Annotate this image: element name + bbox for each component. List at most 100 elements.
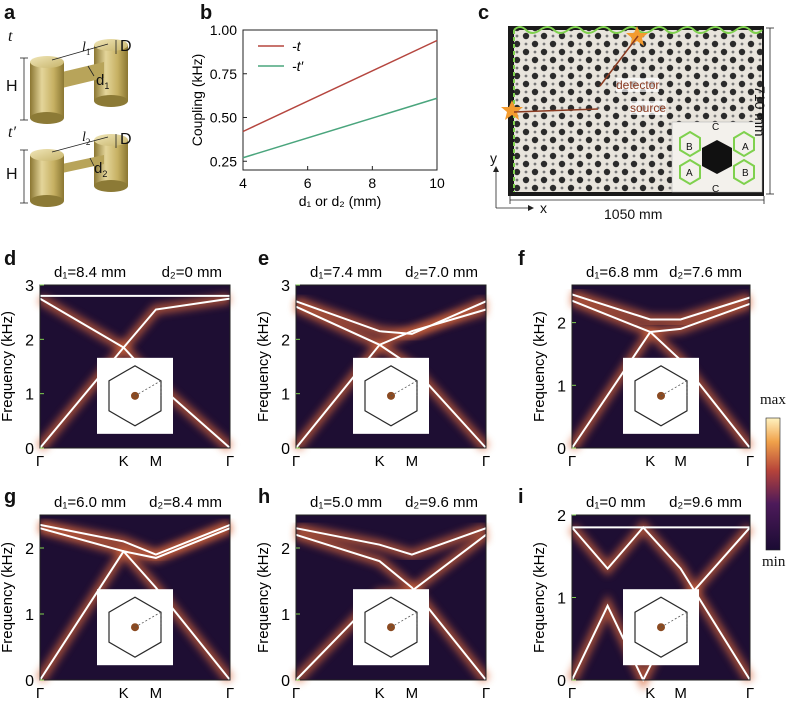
plot-frame	[295, 284, 487, 449]
x-tick-label: Γ	[36, 685, 44, 702]
panel-title-right: d₂=8.4 mm	[149, 494, 222, 511]
panel-label-b: b	[200, 2, 213, 24]
plot-frame	[39, 284, 231, 449]
brillouin-zone-inset	[623, 357, 699, 434]
coupled-cylinders-bottom	[30, 134, 128, 207]
panel-a-l1: l1	[82, 40, 91, 57]
y-tick-label: 0	[25, 441, 34, 458]
gamma-point	[387, 391, 395, 400]
band-line	[295, 534, 487, 681]
inset-label-b-left: B	[686, 142, 693, 153]
x-tick-label: K	[645, 685, 655, 702]
series-line	[242, 39, 438, 133]
intensity-glow	[294, 530, 490, 684]
panel-a-l2: l2	[82, 130, 91, 147]
gamma-point	[131, 623, 139, 632]
brillouin-zone-inset	[97, 589, 173, 666]
x-tick-label: Γ	[568, 453, 576, 470]
y-tick-label: 3	[25, 278, 34, 295]
panel-title-right: d₂=7.0 mm	[405, 264, 478, 281]
band-panel-g: 0 1 2 Γ K M Γ Frequency (kHz) d₁=6.0 mm d₂=8.4 mm	[0, 494, 234, 702]
band-line	[571, 293, 751, 321]
plot-frame	[571, 514, 751, 681]
x-tick-label: K	[119, 685, 129, 702]
x-tick-label: K	[375, 685, 385, 702]
panel-title-right: d₂=0 mm	[162, 264, 222, 281]
band-panel-e: 0 1 2 3 Γ K M Γ Frequency (kHz) d₁=7.4 mm d₂=7.0 m…	[255, 264, 490, 470]
band-panel-f: 0 1 2 Γ K M Γ Frequency (kHz) d₁=6.8 mm d₂=7.6 mm	[531, 264, 754, 470]
panel-a-H-top: H	[6, 78, 18, 96]
x-axis-label: d₁ or d₂ (mm)	[299, 193, 382, 209]
x-tick-label: Γ	[746, 453, 754, 470]
y-tick-label: 1	[281, 387, 290, 404]
colorbar-min-label: min	[762, 554, 786, 570]
x-tick-label: M	[150, 685, 163, 702]
y-tick-label: 2	[25, 541, 34, 558]
panel-label-c: c	[478, 2, 490, 24]
x-tick-label: Γ	[36, 453, 44, 470]
intensity-glow	[292, 530, 490, 684]
gamma-point	[131, 391, 139, 400]
legend-label: -t′	[292, 58, 305, 74]
gamma-point	[657, 391, 665, 400]
source-star-icon	[501, 100, 523, 120]
panel-label-e: e	[258, 248, 270, 270]
detector-label: detector	[616, 78, 660, 92]
y-tick-label: 2	[281, 541, 290, 558]
panel-title-left: d₁=6.0 mm	[54, 494, 126, 511]
band-line	[571, 525, 751, 681]
band-line	[571, 299, 751, 449]
colorbar	[765, 417, 781, 551]
inset-label-b-right: B	[742, 168, 749, 179]
source-label: source	[630, 101, 667, 115]
band-panel-i: 0 1 2 Γ K M Γ Frequency (kHz) d₁=0 mm d₂=9.6 mm	[531, 494, 755, 702]
band-line	[571, 302, 751, 449]
panel-label-d: d	[4, 248, 17, 270]
x-tick-label: 6	[304, 175, 312, 191]
dimension-y-label: 710 mm	[752, 86, 768, 137]
band-line	[571, 526, 751, 683]
intensity-glow	[35, 523, 232, 683]
x-tick-label: Γ	[226, 453, 234, 470]
band-line	[39, 523, 231, 556]
panel-a-d2: d2	[94, 160, 108, 179]
x-tick-label: Γ	[482, 685, 490, 702]
inset-label-c-bottom: C	[712, 184, 720, 195]
y-tick-label: 0.25	[210, 153, 237, 169]
band-line	[295, 527, 487, 556]
y-axis-label: Frequency (kHz)	[255, 311, 272, 422]
hexagon-outline	[108, 365, 162, 427]
irreducible-path	[390, 611, 418, 628]
y-axis-label: Frequency (kHz)	[0, 542, 16, 653]
colorbar-max-label: max	[760, 392, 786, 408]
intensity-glow	[39, 519, 232, 560]
panel-title-right: d₂=9.6 mm	[405, 494, 478, 511]
y-tick-label: 0.50	[210, 110, 237, 126]
x-tick-label: M	[150, 453, 163, 470]
gamma-point	[387, 623, 395, 632]
y-tick-label: 2	[557, 508, 566, 525]
y-axis-label: Coupling (kHz)	[189, 54, 205, 147]
irreducible-path	[134, 611, 162, 628]
dimension-x-label: 1050 mm	[604, 206, 663, 222]
heatmap-background	[572, 515, 750, 680]
x-tick-label: M	[406, 453, 419, 470]
hexagon-outline	[108, 596, 162, 658]
hexagon-outline	[364, 596, 418, 658]
panel-title-left: d₁=5.0 mm	[310, 494, 382, 511]
hexagon-outline	[364, 365, 418, 427]
axis-y-label: y	[490, 150, 497, 166]
legend-label: -t	[292, 38, 302, 54]
series-line	[242, 97, 438, 159]
band-line	[295, 305, 487, 449]
panel-label-f: f	[518, 248, 525, 270]
intensity-glow	[38, 523, 234, 684]
x-tick-label: K	[119, 453, 129, 470]
intensity-glow	[570, 289, 752, 325]
inset-label-c-top: C	[712, 122, 720, 133]
x-tick-label: Γ	[482, 453, 490, 470]
heatmap-background	[296, 285, 486, 448]
plot-frame	[242, 29, 438, 171]
